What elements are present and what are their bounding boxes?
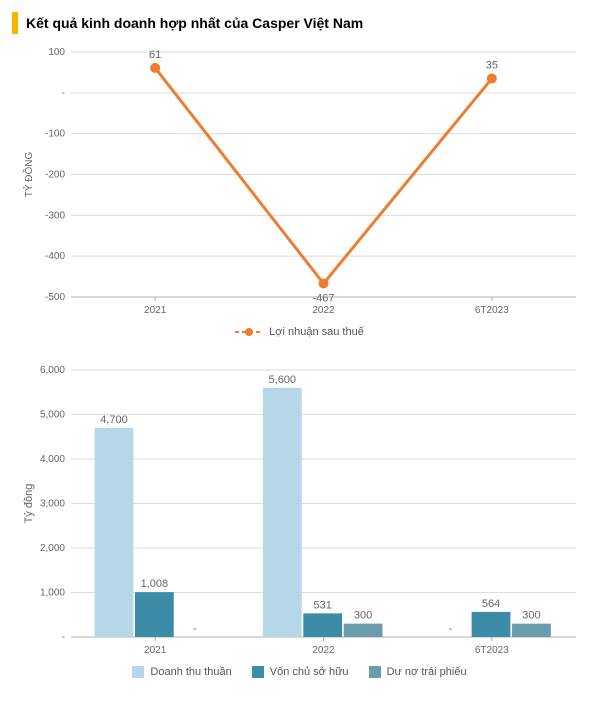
svg-text:2021: 2021 <box>144 305 167 316</box>
svg-text:5,600: 5,600 <box>269 374 297 386</box>
chart-title: Kết quả kinh doanh hợp nhất của Casper V… <box>26 15 363 31</box>
svg-text:-: - <box>62 632 65 643</box>
svg-text:61: 61 <box>149 49 161 61</box>
svg-text:564: 564 <box>482 598 500 610</box>
legend-item: Doanh thu thuần <box>132 666 231 678</box>
svg-text:300: 300 <box>354 610 372 622</box>
svg-text:2022: 2022 <box>312 305 335 316</box>
legend-item: Vốn chủ sở hữu <box>252 666 349 678</box>
svg-text:-100: -100 <box>45 129 65 140</box>
line-chart: -500-400-300-200-100-100202120226T2023TỶ… <box>16 42 591 322</box>
svg-text:-: - <box>193 623 197 635</box>
bar-chart-legend: Doanh thu thuần Vốn chủ sở hữu Dư nợ trái … <box>12 666 587 678</box>
svg-text:-467: -467 <box>312 293 334 305</box>
legend-swatch <box>252 666 264 678</box>
svg-text:2021: 2021 <box>144 645 167 656</box>
svg-text:4,000: 4,000 <box>40 454 65 465</box>
svg-text:3,000: 3,000 <box>40 499 65 510</box>
svg-text:6T2023: 6T2023 <box>475 305 509 316</box>
legend-label-profit: Lợi nhuận sau thuế <box>269 326 364 338</box>
svg-text:100: 100 <box>48 47 65 58</box>
title-accent <box>12 12 18 34</box>
svg-text:300: 300 <box>522 610 540 622</box>
title-row: Kết quả kinh doanh hợp nhất của Casper V… <box>12 12 587 34</box>
svg-text:TỶ ĐỒNG: TỶ ĐỒNG <box>22 152 35 198</box>
legend-item: Dư nợ trái phiếu <box>369 666 467 678</box>
svg-text:2,000: 2,000 <box>40 543 65 554</box>
legend-swatch <box>369 666 381 678</box>
svg-text:35: 35 <box>486 60 498 72</box>
svg-text:Tỷ đồng: Tỷ đồng <box>23 484 35 524</box>
svg-text:-: - <box>62 88 65 99</box>
svg-text:5,000: 5,000 <box>40 410 65 421</box>
svg-text:-400: -400 <box>45 251 65 262</box>
svg-text:-500: -500 <box>45 292 65 303</box>
line-chart-container: -500-400-300-200-100-100202120226T2023TỶ… <box>16 42 587 322</box>
line-chart-legend: Lợi nhuận sau thuế <box>12 326 587 338</box>
svg-text:6,000: 6,000 <box>40 365 65 376</box>
legend-label: Doanh thu thuần <box>150 666 231 678</box>
bar-chart: - 1,000 2,000 3,000 4,000 5,000 6,000 2021 4,700… <box>16 352 591 662</box>
svg-text:1,000: 1,000 <box>40 588 65 599</box>
legend-marker-profit <box>235 326 263 338</box>
bar-chart-container: - 1,000 2,000 3,000 4,000 5,000 6,000 2021 4,700… <box>16 352 587 662</box>
svg-text:531: 531 <box>314 599 332 611</box>
svg-text:-200: -200 <box>45 170 65 181</box>
legend-label: Vốn chủ sở hữu <box>270 666 349 678</box>
svg-text:6T2023: 6T2023 <box>475 645 509 656</box>
svg-text:2022: 2022 <box>312 645 335 656</box>
svg-text:4,700: 4,700 <box>100 414 128 426</box>
svg-text:1,008: 1,008 <box>141 578 169 590</box>
legend-swatch <box>132 666 144 678</box>
svg-text:-300: -300 <box>45 210 65 221</box>
legend-item-profit: Lợi nhuận sau thuế <box>235 326 364 338</box>
svg-text:-: - <box>449 623 453 635</box>
legend-label: Dư nợ trái phiếu <box>387 666 467 678</box>
